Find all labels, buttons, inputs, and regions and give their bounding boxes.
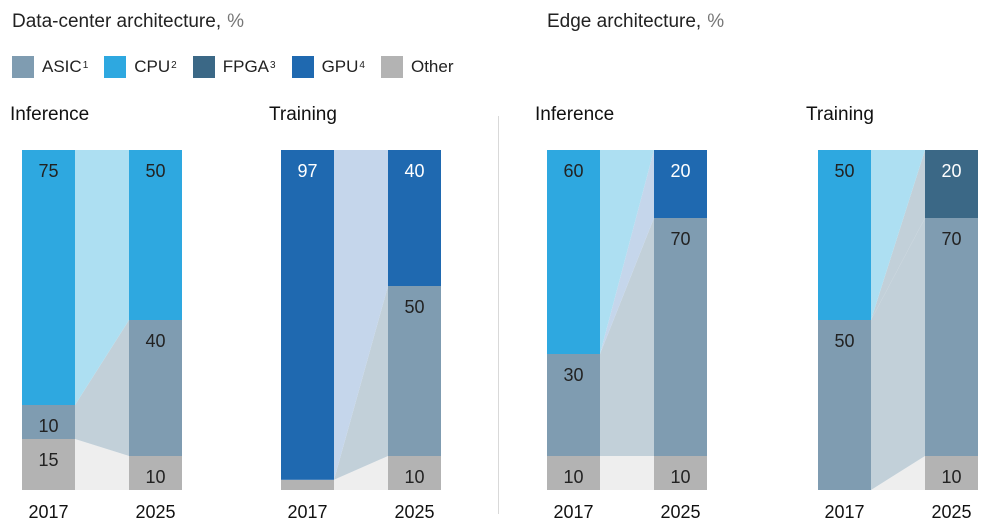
data-label: 10: [38, 416, 58, 436]
section-unit: %: [227, 11, 244, 32]
flow-band-other: [600, 456, 654, 490]
bar-segment-other: [547, 456, 600, 490]
legend-footnote: 4: [359, 59, 365, 71]
flow-band-cpu: [871, 150, 925, 320]
bar-segment-fpga: [925, 150, 978, 218]
legend-item-asic: ASIC 1: [12, 56, 88, 78]
flow-band-asic: [600, 218, 654, 456]
data-label: 70: [670, 229, 690, 249]
legend-swatch: [104, 56, 127, 78]
flow-band-cpu: [600, 150, 654, 354]
legend-swatch: [291, 56, 314, 78]
bar-segment-asic: [22, 405, 75, 439]
legend-item-other: Other: [380, 56, 454, 78]
data-label: 60: [563, 161, 583, 181]
data-label: 10: [941, 467, 961, 487]
data-label: 40: [404, 161, 424, 181]
legend-footnote: 2: [171, 59, 177, 71]
legend-label: ASIC: [42, 57, 82, 76]
section-title-edge: Edge architecture,%: [547, 11, 725, 32]
bar-segment-asic: [654, 218, 707, 456]
bar-segment-asic: [388, 286, 441, 456]
data-label: 70: [941, 229, 961, 249]
bar-segment-other: [925, 456, 978, 490]
panel-title: Inference: [10, 104, 89, 125]
bar-segment-other: [129, 456, 182, 490]
data-label: 10: [145, 467, 165, 487]
flow-band-gpu: [334, 150, 388, 480]
panel-title: Inference: [535, 104, 614, 125]
bar-segment-gpu: [654, 150, 707, 218]
bar-segment-gpu: [388, 150, 441, 286]
bar-segment-asic: [129, 320, 182, 456]
data-label: 10: [404, 467, 424, 487]
category-label: 2017: [287, 502, 327, 522]
bar-segment-other: [281, 479, 334, 490]
category-label: 2017: [28, 502, 68, 522]
bar-segment-cpu: [129, 150, 182, 320]
section-title-data-center: Data-center architecture,%: [12, 11, 244, 32]
data-label: 50: [404, 297, 424, 317]
data-label: 15: [38, 450, 58, 470]
legend-item-gpu: GPU 4: [291, 56, 365, 78]
data-label: 20: [941, 161, 961, 181]
flow-band-asic: [75, 320, 129, 456]
data-label: 50: [834, 331, 854, 351]
category-label: 2017: [824, 502, 864, 522]
legend-label: GPU: [321, 57, 359, 76]
flow-band-other: [334, 456, 388, 490]
bar-segment-gpu: [281, 150, 334, 480]
bar-segment-asic: [818, 320, 871, 490]
bar-segment-cpu: [22, 150, 75, 405]
data-label: 20: [670, 161, 690, 181]
category-label: 2025: [394, 502, 434, 522]
bar-segment-other: [388, 456, 441, 490]
data-label: 10: [563, 467, 583, 487]
data-label: 97: [297, 161, 317, 181]
data-label: 50: [834, 161, 854, 181]
chart-panel-2: Inference 10 10 30 70 20 60 2017 2025: [535, 104, 707, 522]
legend-swatch: [12, 56, 34, 78]
bar-segment-asic: [925, 218, 978, 456]
bar-segment-cpu: [547, 150, 600, 354]
data-label: 75: [38, 161, 58, 181]
chart-panel-1: Training 10 50 97 40 2017 2025: [269, 104, 441, 522]
legend: ASIC 1 CPU 2 FPGA 3 GPU 4 Other: [12, 56, 470, 78]
data-label: 10: [670, 467, 690, 487]
section-unit: %: [707, 11, 725, 32]
data-label: 40: [145, 331, 165, 351]
category-label: 2025: [135, 502, 175, 522]
category-label: 2017: [553, 502, 593, 522]
bar-segment-other: [654, 456, 707, 490]
legend-label: Other: [410, 57, 454, 76]
legend-label: CPU: [134, 57, 171, 76]
flow-band-asic: [871, 218, 925, 490]
bar-segment-cpu: [818, 150, 871, 320]
flow-band-cpu: [75, 150, 129, 405]
data-label: 50: [145, 161, 165, 181]
legend-footnote: 3: [270, 59, 276, 71]
category-label: 2025: [660, 502, 700, 522]
legend-swatch: [192, 56, 215, 78]
legend-item-cpu: CPU 2: [104, 56, 177, 78]
legend-label: FPGA: [222, 57, 270, 76]
chart-panel-0: Inference 15 10 10 40 75 50 2017 2025: [10, 104, 182, 522]
legend-footnote: 1: [82, 59, 89, 71]
legend-item-fpga: FPGA 3: [192, 56, 276, 78]
data-label: 30: [563, 365, 583, 385]
legend-swatch: [380, 56, 403, 78]
panel-title: Training: [806, 104, 874, 125]
category-label: 2025: [931, 502, 971, 522]
bar-segment-asic: [547, 354, 600, 456]
chart-panel-3: Training 10 50 70 20 50 2017 2025: [806, 104, 978, 522]
bar-segment-other: [22, 439, 75, 490]
panel-title: Training: [269, 104, 337, 125]
